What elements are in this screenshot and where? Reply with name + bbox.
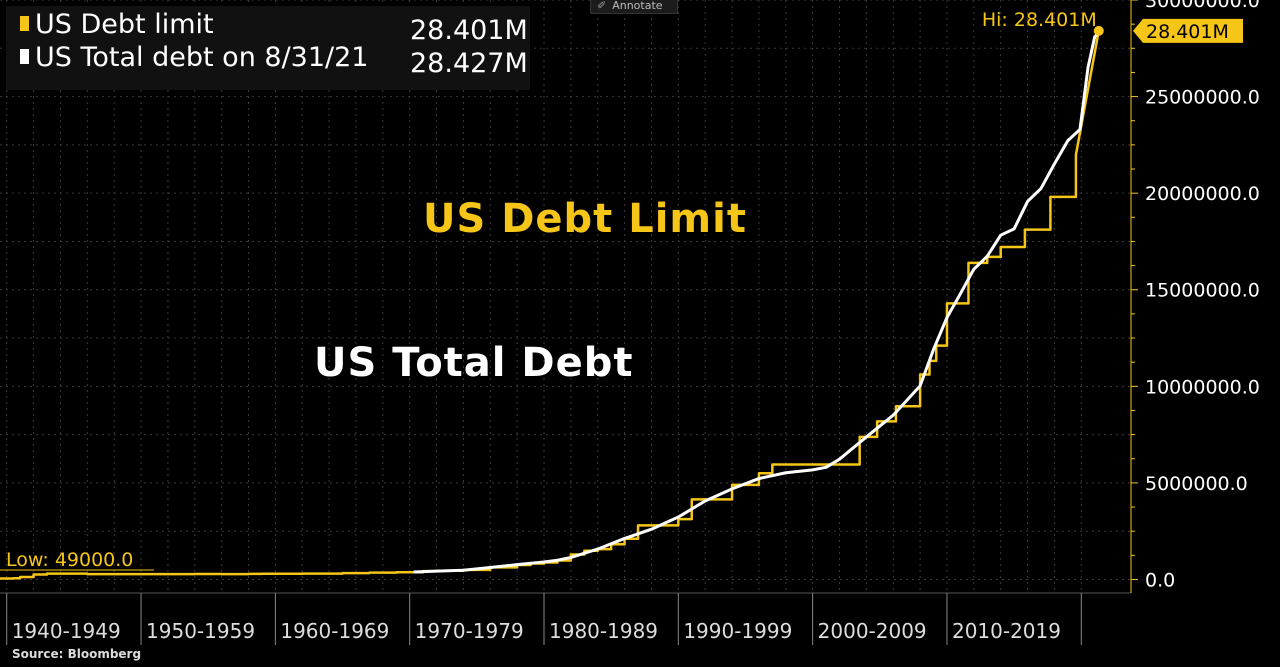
- y-tick-label: 0.0: [1145, 569, 1175, 591]
- y-tick-label: 5000000.0: [1145, 473, 1248, 495]
- y-tick-label: 10000000.0: [1145, 376, 1260, 398]
- total-debt-label: US Total Debt: [314, 340, 634, 386]
- series-lines: [0, 29, 1103, 580]
- chart-annotations: Hi: 28.401M Low: 49000.0 28.401M: [0, 9, 1243, 571]
- x-tick-label: 1950-1959: [146, 619, 255, 643]
- source-note: Source: Bloomberg: [12, 647, 142, 661]
- legend-value: 28.427M: [410, 48, 528, 79]
- x-tick-label: 1990-1999: [683, 619, 792, 643]
- legend-item-debt-limit[interactable]: US Debt limit: [20, 9, 214, 41]
- legend-swatch-white: [20, 49, 29, 64]
- legend-label: US Debt limit: [35, 9, 214, 40]
- annotate-button[interactable]: ✐ Annotate: [590, 0, 678, 14]
- annotate-label: Annotate: [612, 0, 663, 12]
- legend: US Debt limit 28.401M US Total debt on 8…: [6, 6, 530, 90]
- last-value-tag: [1133, 18, 1243, 43]
- x-tick-label: 1970-1979: [415, 619, 524, 643]
- x-tick-label: 1940-1949: [12, 619, 121, 643]
- x-axis: 1940-1949 1950-1959 1960-1969 1970-1979 1980…: [0, 592, 1131, 645]
- legend-swatch-yellow: [20, 16, 29, 31]
- y-tick-label: 25000000.0: [1145, 87, 1260, 109]
- high-label: Hi: 28.401M: [982, 9, 1097, 31]
- total-debt-line: [413, 29, 1103, 574]
- high-point-marker: [1093, 25, 1104, 36]
- gridlines: [0, 0, 1131, 593]
- low-label: Low: 49000.0: [6, 549, 133, 571]
- last-value-label: 28.401M: [1146, 21, 1229, 43]
- pencil-icon: ✐: [597, 0, 607, 12]
- y-tick-label: 30000000.0: [1145, 0, 1260, 12]
- legend-value: 28.401M: [410, 15, 528, 46]
- y-axis: 0.0 5000000.0 10000000.0 15000000.0 20000000…: [1130, 0, 1260, 593]
- legend-item-total-debt[interactable]: US Total debt on 8/31/21: [20, 42, 368, 74]
- y-tick-label: 15000000.0: [1145, 280, 1260, 302]
- debt-limit-label: US Debt Limit: [423, 196, 747, 242]
- x-tick-label: 2010-2019: [952, 619, 1061, 643]
- x-tick-label: 1960-1969: [280, 619, 389, 643]
- y-tick-label: 20000000.0: [1145, 183, 1260, 205]
- legend-label: US Total debt on 8/31/21: [35, 42, 369, 73]
- debt-limit-line: [0, 30, 1100, 580]
- x-tick-label: 1980-1989: [549, 619, 658, 643]
- x-tick-label: 2000-2009: [818, 619, 927, 643]
